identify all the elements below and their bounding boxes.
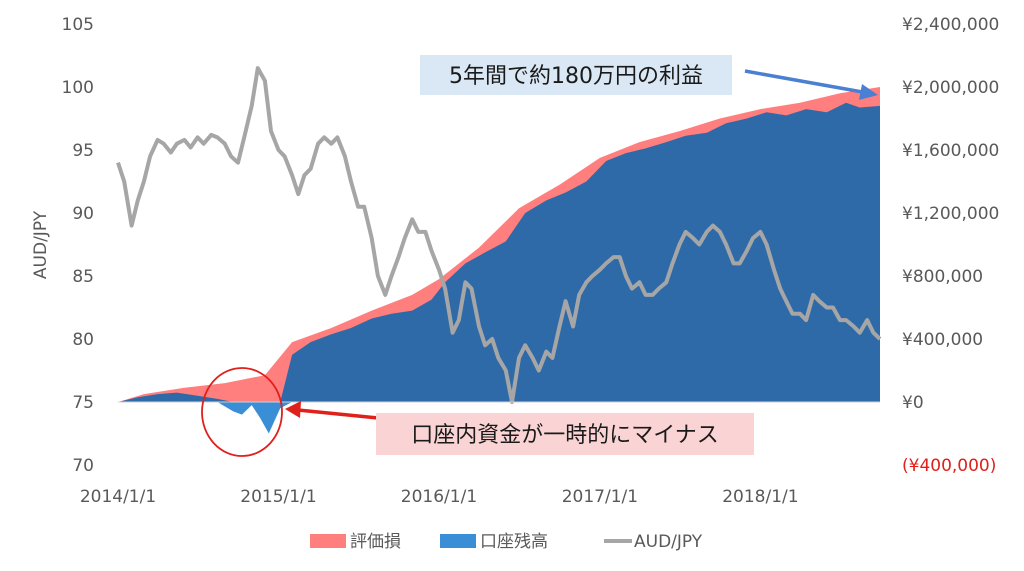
x-tick-label: 2014/1/1 — [80, 487, 156, 507]
annotation-profit-arrowhead — [859, 84, 878, 100]
x-tick-label: 2018/1/1 — [722, 487, 798, 507]
y-right-tick-label: ¥1,600,000 — [902, 141, 999, 161]
annotation-profit-box — [420, 55, 732, 95]
series-area-zandaka — [118, 102, 880, 403]
annotation-negative: 口座内資金が一時的にマイナス — [201, 367, 754, 457]
y-axis-left-title: AUD/JPY — [31, 210, 51, 279]
legend-label-zandaka: 口座残高 — [480, 532, 548, 552]
annotation-negative-text: 口座内資金が一時的にマイナス — [411, 423, 719, 448]
y-axis-right-ticks: ¥2,400,000 ¥2,000,000 ¥1,600,000 ¥1,200,000… — [902, 15, 999, 476]
y-right-tick-label: ¥1,200,000 — [902, 204, 999, 224]
x-tick-label: 2016/1/1 — [401, 487, 477, 507]
annotation-negative-arrow — [297, 408, 379, 420]
series-area-zandaka-negative — [118, 402, 880, 434]
legend-swatch-hyoka — [310, 534, 346, 548]
legend-swatch-zandaka — [440, 534, 476, 548]
y-left-tick-label: 75 — [72, 393, 94, 413]
plot-area — [116, 66, 882, 434]
y-right-tick-label: ¥400,000 — [902, 330, 983, 350]
legend-label-hyoka: 評価損 — [350, 532, 401, 552]
series-line-audjpy — [116, 66, 882, 404]
x-tick-label: 2017/1/1 — [562, 487, 638, 507]
y-right-tick-label: ¥2,400,000 — [902, 15, 999, 35]
y-axis-left-ticks: 105 100 95 90 85 80 75 70 — [62, 15, 94, 476]
y-right-tick-label: ¥2,000,000 — [902, 78, 999, 98]
y-left-tick-label: 80 — [72, 330, 94, 350]
annotation-profit-arrow — [744, 69, 869, 95]
annotation-profit-text: 5年間で約180万円の利益 — [449, 64, 703, 89]
x-axis-ticks: 2014/1/1 2015/1/1 2016/1/1 2017/1/1 2018/1/1 — [80, 487, 799, 507]
y-left-tick-label: 90 — [72, 204, 94, 224]
y-left-tick-label: 105 — [62, 15, 94, 35]
y-left-tick-label: 100 — [62, 78, 94, 98]
y-left-tick-label: 70 — [72, 456, 94, 476]
legend-label-audjpy: AUD/JPY — [634, 532, 703, 552]
y-right-tick-label: ¥800,000 — [902, 267, 983, 287]
annotation-negative-circle — [201, 367, 283, 457]
annotation-negative-arrowhead — [285, 401, 301, 418]
x-tick-label: 2015/1/1 — [240, 487, 316, 507]
legend: 評価損 口座残高 AUD/JPY — [310, 532, 703, 552]
y-right-tick-label: ¥0 — [902, 393, 924, 413]
y-left-tick-label: 85 — [72, 267, 94, 287]
y-right-tick-label: (¥400,000) — [902, 456, 996, 476]
annotation-negative-box — [376, 413, 754, 455]
annotation-profit: 5年間で約180万円の利益 — [420, 55, 878, 100]
y-left-tick-label: 95 — [72, 141, 94, 161]
